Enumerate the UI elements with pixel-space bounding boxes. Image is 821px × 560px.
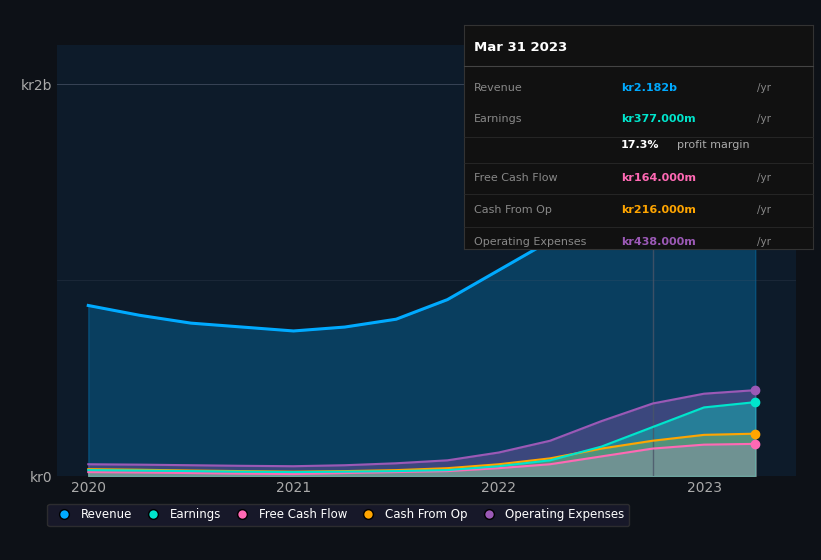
Text: Revenue: Revenue — [475, 83, 523, 93]
Text: kr164.000m: kr164.000m — [621, 172, 696, 183]
Text: /yr: /yr — [757, 205, 771, 215]
Text: kr438.000m: kr438.000m — [621, 237, 695, 248]
Text: 17.3%: 17.3% — [621, 140, 659, 150]
Text: /yr: /yr — [757, 83, 771, 93]
Text: kr2.182b: kr2.182b — [621, 83, 677, 93]
Legend: Revenue, Earnings, Free Cash Flow, Cash From Op, Operating Expenses: Revenue, Earnings, Free Cash Flow, Cash … — [48, 503, 629, 526]
Text: /yr: /yr — [757, 114, 771, 124]
Text: Operating Expenses: Operating Expenses — [475, 237, 587, 248]
Text: Earnings: Earnings — [475, 114, 523, 124]
Text: Mar 31 2023: Mar 31 2023 — [475, 41, 567, 54]
Text: kr377.000m: kr377.000m — [621, 114, 695, 124]
Text: profit margin: profit margin — [677, 140, 750, 150]
Text: Free Cash Flow: Free Cash Flow — [475, 172, 558, 183]
Text: Cash From Op: Cash From Op — [475, 205, 553, 215]
Text: /yr: /yr — [757, 237, 771, 248]
Text: /yr: /yr — [757, 172, 771, 183]
Text: kr216.000m: kr216.000m — [621, 205, 695, 215]
